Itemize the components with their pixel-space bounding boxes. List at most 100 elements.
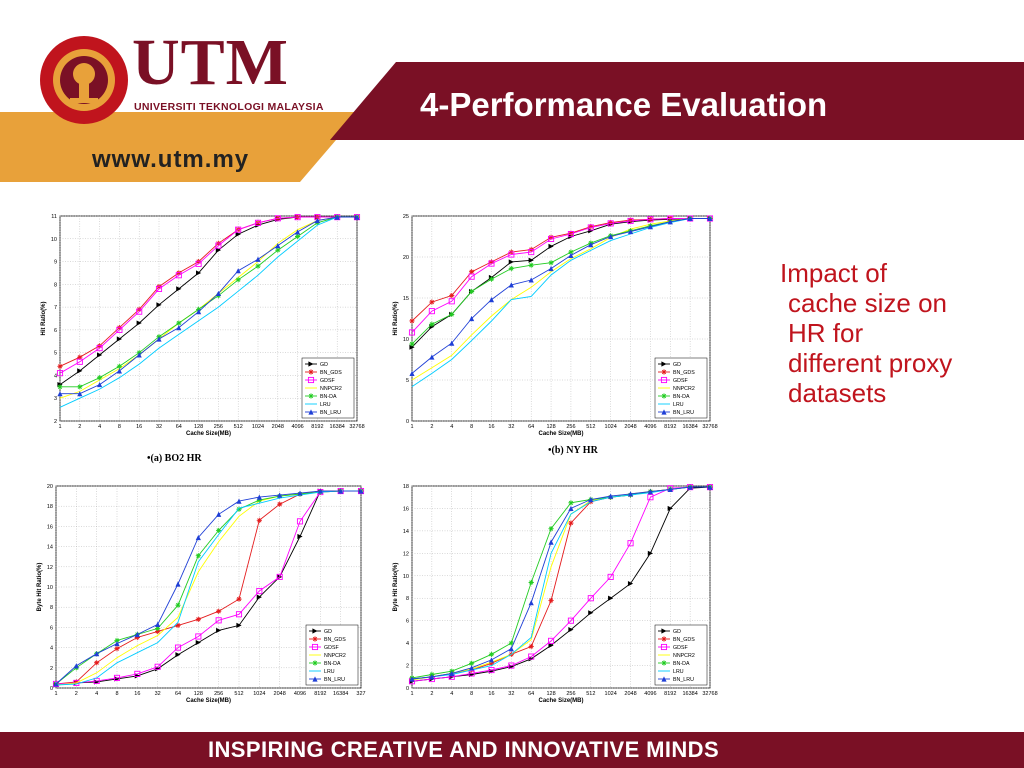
data-point [97, 375, 103, 381]
data-point [134, 631, 140, 638]
legend-label: NNPCR2 [324, 653, 346, 659]
data-point [548, 265, 554, 272]
x-tick-label: 1024 [252, 424, 264, 430]
legend-label: GDSF [673, 378, 688, 384]
data-point [548, 597, 554, 604]
data-point [114, 640, 120, 647]
data-point [236, 498, 242, 504]
series-bn-lru [53, 488, 364, 687]
x-tick-label: 4 [98, 424, 101, 430]
data-point [608, 595, 614, 601]
legend-label: GD [673, 362, 681, 368]
data-point [215, 242, 222, 249]
x-tick-label: 4 [450, 424, 453, 430]
legend-marker [660, 643, 668, 651]
data-point [196, 309, 202, 315]
data-point [195, 639, 201, 646]
data-point [236, 622, 242, 628]
x-tick-label: 8 [470, 691, 473, 697]
x-tick-label: 64 [176, 424, 182, 430]
data-point [256, 497, 262, 503]
x-tick-label: 32768 [702, 691, 717, 697]
series-lru [55, 490, 361, 686]
data-point [114, 646, 120, 652]
x-tick-label: 16 [136, 424, 142, 430]
x-tick-label: 64 [528, 424, 534, 430]
legend-marker [307, 376, 315, 384]
data-point [236, 506, 242, 512]
data-point [155, 628, 161, 635]
data-point [449, 670, 455, 677]
chart-ny-hit-ratio: 0 5 10 15 20 25 1 2 4 8 16 32 64 128 256 512 1024 2048 409… [393, 214, 718, 437]
footer-slogan: INSPIRING CREATIVE AND INNOVATIVE MINDS [208, 737, 720, 762]
legend-label: BN_LRU [673, 677, 694, 683]
y-tick-label: 16 [403, 506, 409, 512]
series-line [55, 490, 361, 686]
x-tick-label: 2 [78, 424, 81, 430]
series-line [411, 486, 711, 682]
data-point [548, 642, 554, 648]
data-point [216, 527, 222, 534]
y-tick-label: 18 [403, 484, 409, 490]
series-line [411, 486, 710, 680]
x-tick-label: 8 [118, 424, 121, 430]
x-tick-label: 8192 [664, 424, 676, 430]
y-tick-label: 8 [54, 282, 57, 288]
data-point [154, 663, 161, 670]
data-point [488, 651, 495, 657]
data-point [94, 651, 100, 657]
x-tick-label: 256 [214, 691, 223, 697]
x-tick-label: 1 [54, 691, 57, 697]
series-line [55, 490, 361, 685]
y-tick-label: 6 [406, 619, 409, 625]
x-tick-label: 8192 [311, 424, 323, 430]
utm-crest-icon [40, 36, 128, 124]
y-tick-label: 0 [406, 419, 409, 425]
data-point [116, 326, 123, 333]
x-tick-label: 16 [488, 424, 494, 430]
data-point [627, 228, 634, 235]
data-point [488, 666, 495, 674]
data-point [548, 260, 554, 266]
side-line-2: cache size on [788, 288, 947, 318]
data-point [429, 299, 435, 305]
legend-marker [308, 409, 314, 415]
data-point [275, 243, 281, 249]
data-point [255, 256, 261, 262]
data-point [409, 676, 415, 682]
data-point [216, 627, 222, 634]
data-point [175, 622, 181, 628]
data-point [607, 220, 614, 227]
series-bn-lru [57, 214, 360, 397]
legend-marker [661, 409, 667, 415]
series-line [411, 218, 710, 333]
series-lru [411, 218, 710, 387]
series-line [59, 216, 357, 374]
data-point [488, 657, 495, 663]
legend-label: GDSF [320, 378, 335, 384]
x-tick-label: 16384 [682, 691, 697, 697]
data-point [77, 384, 83, 390]
x-tick-label: 32768 [702, 424, 717, 430]
data-point [116, 363, 122, 369]
data-point [277, 501, 283, 507]
data-point [588, 228, 594, 234]
data-point [317, 488, 323, 494]
y-tick-label: 10 [403, 574, 409, 580]
logo-subtitle: UNIVERSITI TEKNOLOGI MALAYSIA [134, 101, 324, 113]
data-point [707, 215, 713, 222]
website-url[interactable]: www.utm.my [92, 146, 250, 173]
legend-box [301, 357, 355, 419]
data-point [195, 633, 202, 640]
legend-label: GDSF [673, 645, 688, 651]
series-bn-lru [409, 484, 713, 682]
legend-marker [661, 628, 667, 634]
series-line [55, 490, 361, 685]
y-tick-label: 10 [403, 337, 409, 343]
legend-marker [660, 376, 668, 384]
legend-label: NNPCR2 [320, 386, 342, 392]
data-point [77, 354, 83, 360]
x-tick-label: 4096 [644, 424, 656, 430]
data-point [215, 247, 221, 253]
data-point [488, 660, 495, 666]
